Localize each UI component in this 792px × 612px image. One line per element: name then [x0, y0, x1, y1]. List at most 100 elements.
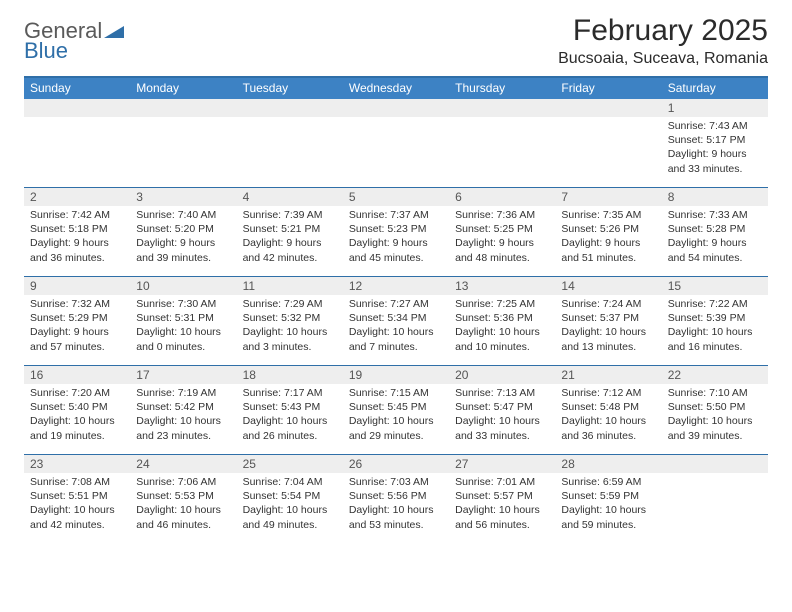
daylight-text: and 51 minutes. — [561, 251, 655, 265]
day-body: Sunrise: 7:08 AMSunset: 5:51 PMDaylight:… — [24, 473, 130, 536]
daylight-text: and 10 minutes. — [455, 340, 549, 354]
day-body: Sunrise: 7:17 AMSunset: 5:43 PMDaylight:… — [237, 384, 343, 447]
day-cell — [130, 99, 236, 187]
sunrise-text: Sunrise: 7:37 AM — [349, 208, 443, 222]
sunrise-text: Sunrise: 7:12 AM — [561, 386, 655, 400]
daylight-text: Daylight: 10 hours — [668, 414, 762, 428]
day-body: Sunrise: 7:01 AMSunset: 5:57 PMDaylight:… — [449, 473, 555, 536]
sunrise-text: Sunrise: 7:22 AM — [668, 297, 762, 311]
day-cell: 7Sunrise: 7:35 AMSunset: 5:26 PMDaylight… — [555, 188, 661, 276]
day-cell: 1Sunrise: 7:43 AMSunset: 5:17 PMDaylight… — [662, 99, 768, 187]
day-cell: 21Sunrise: 7:12 AMSunset: 5:48 PMDayligh… — [555, 366, 661, 454]
day-number: 16 — [24, 366, 130, 384]
day-number: 10 — [130, 277, 236, 295]
header: General Blue February 2025 Bucsoaia, Suc… — [24, 14, 768, 68]
daylight-text: and 33 minutes. — [668, 162, 762, 176]
week-row: 2Sunrise: 7:42 AMSunset: 5:18 PMDaylight… — [24, 187, 768, 276]
day-cell — [343, 99, 449, 187]
day-number: 1 — [662, 99, 768, 117]
daylight-text: and 46 minutes. — [136, 518, 230, 532]
day-body: Sunrise: 7:06 AMSunset: 5:53 PMDaylight:… — [130, 473, 236, 536]
day-body: Sunrise: 7:27 AMSunset: 5:34 PMDaylight:… — [343, 295, 449, 358]
daylight-text: and 36 minutes. — [561, 429, 655, 443]
sunset-text: Sunset: 5:20 PM — [136, 222, 230, 236]
month-title: February 2025 — [558, 14, 768, 48]
day-number: 24 — [130, 455, 236, 473]
day-number: 11 — [237, 277, 343, 295]
week-row: 9Sunrise: 7:32 AMSunset: 5:29 PMDaylight… — [24, 276, 768, 365]
sunset-text: Sunset: 5:25 PM — [455, 222, 549, 236]
day-number: 5 — [343, 188, 449, 206]
sunset-text: Sunset: 5:34 PM — [349, 311, 443, 325]
daylight-text: and 3 minutes. — [243, 340, 337, 354]
daylight-text: Daylight: 10 hours — [455, 414, 549, 428]
daylight-text: Daylight: 10 hours — [561, 503, 655, 517]
daylight-text: and 26 minutes. — [243, 429, 337, 443]
daylight-text: Daylight: 9 hours — [136, 236, 230, 250]
dow-mon: Monday — [130, 78, 236, 99]
day-body: Sunrise: 7:20 AMSunset: 5:40 PMDaylight:… — [24, 384, 130, 447]
daylight-text: and 54 minutes. — [668, 251, 762, 265]
day-body: Sunrise: 7:03 AMSunset: 5:56 PMDaylight:… — [343, 473, 449, 536]
day-cell: 18Sunrise: 7:17 AMSunset: 5:43 PMDayligh… — [237, 366, 343, 454]
sunset-text: Sunset: 5:50 PM — [668, 400, 762, 414]
day-number: 13 — [449, 277, 555, 295]
sunrise-text: Sunrise: 7:04 AM — [243, 475, 337, 489]
day-cell: 6Sunrise: 7:36 AMSunset: 5:25 PMDaylight… — [449, 188, 555, 276]
sunset-text: Sunset: 5:54 PM — [243, 489, 337, 503]
dow-sat: Saturday — [662, 78, 768, 99]
day-cell — [662, 455, 768, 543]
day-body: Sunrise: 7:24 AMSunset: 5:37 PMDaylight:… — [555, 295, 661, 358]
day-number: 3 — [130, 188, 236, 206]
daylight-text: and 13 minutes. — [561, 340, 655, 354]
daylight-text: and 49 minutes. — [243, 518, 337, 532]
day-body: Sunrise: 7:33 AMSunset: 5:28 PMDaylight:… — [662, 206, 768, 269]
daylight-text: Daylight: 9 hours — [561, 236, 655, 250]
sunrise-text: Sunrise: 7:43 AM — [668, 119, 762, 133]
sunrise-text: Sunrise: 7:20 AM — [30, 386, 124, 400]
day-body: Sunrise: 6:59 AMSunset: 5:59 PMDaylight:… — [555, 473, 661, 536]
daylight-text: Daylight: 9 hours — [30, 325, 124, 339]
day-cell: 15Sunrise: 7:22 AMSunset: 5:39 PMDayligh… — [662, 277, 768, 365]
daylight-text: and 23 minutes. — [136, 429, 230, 443]
sunrise-text: Sunrise: 7:36 AM — [455, 208, 549, 222]
week-row: 16Sunrise: 7:20 AMSunset: 5:40 PMDayligh… — [24, 365, 768, 454]
day-cell: 3Sunrise: 7:40 AMSunset: 5:20 PMDaylight… — [130, 188, 236, 276]
daylight-text: and 36 minutes. — [30, 251, 124, 265]
sunrise-text: Sunrise: 7:42 AM — [30, 208, 124, 222]
daylight-text: Daylight: 10 hours — [243, 503, 337, 517]
daylight-text: Daylight: 10 hours — [30, 414, 124, 428]
day-body: Sunrise: 7:30 AMSunset: 5:31 PMDaylight:… — [130, 295, 236, 358]
sunset-text: Sunset: 5:21 PM — [243, 222, 337, 236]
day-number: 12 — [343, 277, 449, 295]
sunset-text: Sunset: 5:42 PM — [136, 400, 230, 414]
day-cell: 13Sunrise: 7:25 AMSunset: 5:36 PMDayligh… — [449, 277, 555, 365]
day-body: Sunrise: 7:35 AMSunset: 5:26 PMDaylight:… — [555, 206, 661, 269]
sunset-text: Sunset: 5:36 PM — [455, 311, 549, 325]
sunset-text: Sunset: 5:53 PM — [136, 489, 230, 503]
sunset-text: Sunset: 5:18 PM — [30, 222, 124, 236]
sunset-text: Sunset: 5:51 PM — [30, 489, 124, 503]
day-number — [343, 99, 449, 117]
sunrise-text: Sunrise: 7:06 AM — [136, 475, 230, 489]
daylight-text: and 42 minutes. — [243, 251, 337, 265]
daylight-text: Daylight: 10 hours — [243, 414, 337, 428]
sunrise-text: Sunrise: 7:24 AM — [561, 297, 655, 311]
day-body: Sunrise: 7:43 AMSunset: 5:17 PMDaylight:… — [662, 117, 768, 180]
daylight-text: and 7 minutes. — [349, 340, 443, 354]
daylight-text: and 57 minutes. — [30, 340, 124, 354]
daylight-text: and 29 minutes. — [349, 429, 443, 443]
daylight-text: Daylight: 10 hours — [243, 325, 337, 339]
sunset-text: Sunset: 5:40 PM — [30, 400, 124, 414]
sunrise-text: Sunrise: 7:25 AM — [455, 297, 549, 311]
sunrise-text: Sunrise: 7:03 AM — [349, 475, 443, 489]
daylight-text: Daylight: 9 hours — [668, 236, 762, 250]
sunset-text: Sunset: 5:48 PM — [561, 400, 655, 414]
day-number — [449, 99, 555, 117]
day-number — [555, 99, 661, 117]
sunset-text: Sunset: 5:28 PM — [668, 222, 762, 236]
sunset-text: Sunset: 5:45 PM — [349, 400, 443, 414]
daylight-text: and 59 minutes. — [561, 518, 655, 532]
day-body: Sunrise: 7:39 AMSunset: 5:21 PMDaylight:… — [237, 206, 343, 269]
sunrise-text: Sunrise: 7:08 AM — [30, 475, 124, 489]
